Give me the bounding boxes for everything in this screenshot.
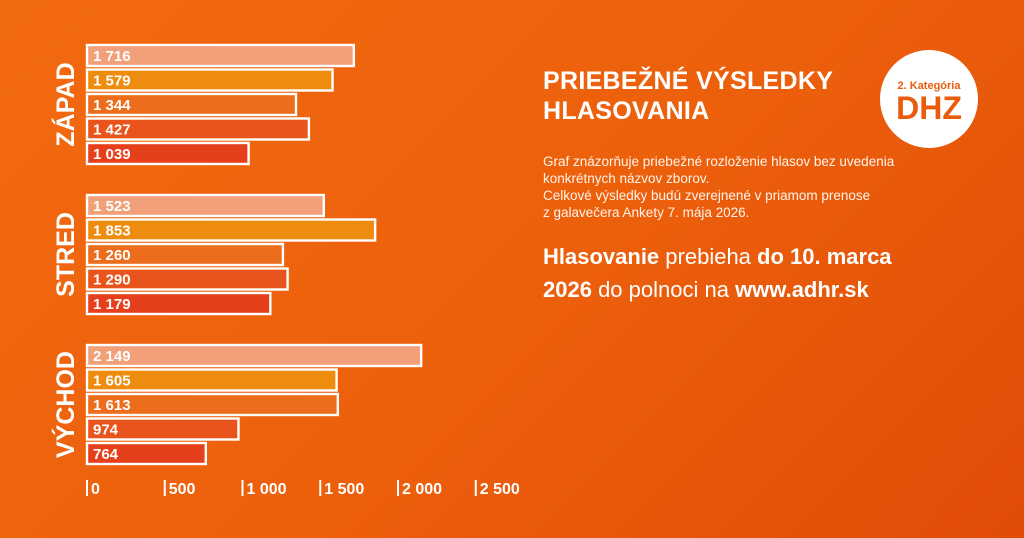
cta-midnight-text: do polnoci na: [591, 277, 736, 302]
chart-bar: [85, 242, 285, 267]
chart-bar: [85, 218, 377, 242]
badge-dhz-label: DHZ: [896, 90, 962, 126]
title-line-1: PRIEBEŽNÉ VÝSLEDKY: [543, 67, 834, 95]
bar-value-label: 1 523: [93, 198, 131, 215]
x-tick-label: 1 500: [324, 481, 364, 498]
cta-deadline-year: 2026: [543, 277, 592, 302]
bar-value-label: 1 613: [93, 397, 131, 414]
chart-bar: [85, 193, 326, 218]
chart-bar: [85, 267, 289, 291]
cta-deadline-date: do 10. marca: [757, 244, 892, 269]
website-link[interactable]: www.adhr.sk: [735, 277, 869, 302]
group-label: ZÁPAD: [51, 62, 80, 146]
cta-running-word: prebieha: [659, 244, 758, 269]
description-line-4: z galavečera Ankety 7. mája 2026.: [543, 205, 750, 220]
bar-value-label: 1 605: [93, 373, 131, 390]
chart-bar: [85, 392, 340, 417]
badge-category-label: 2. Kategória: [897, 80, 961, 92]
bar-value-label: 1 179: [93, 296, 131, 313]
group-label: VÝCHOD: [50, 351, 80, 458]
x-tick-label: 2 000: [402, 481, 442, 498]
chart-bar: [85, 343, 423, 368]
cta-voting-word: Hlasovanie: [543, 244, 660, 269]
x-tick-label: 1 000: [247, 481, 287, 498]
title-line-2: HLASOVANIA: [543, 97, 710, 125]
x-tick-label: 500: [169, 481, 196, 498]
description-line-3: Celkové výsledky budú zverejnené v priam…: [543, 188, 871, 203]
chart-description: Graf znázorňuje priebežné rozloženie hla…: [543, 153, 993, 221]
bar-value-label: 1 853: [93, 223, 131, 240]
bar-value-label: 1 716: [93, 48, 131, 65]
bar-value-label: 1 344: [93, 97, 131, 114]
bar-value-label: 1 427: [93, 122, 131, 139]
bar-value-label: 764: [93, 446, 119, 463]
bar-value-label: 1 579: [93, 73, 131, 90]
chart-bar: [85, 43, 356, 68]
bar-value-label: 2 149: [93, 348, 131, 365]
x-tick-label: 0: [91, 481, 100, 498]
chart-bar: [85, 368, 338, 392]
voting-deadline-text: Hlasovanie prebieha do 10. marca 2026 do…: [543, 240, 1013, 306]
chart-bar: [85, 68, 334, 92]
x-tick-label: 2 500: [480, 481, 520, 498]
chart-bar: [85, 417, 240, 441]
vote-bar-chart: 1 716 1 579 1 344 1 427 1 039 ZÁPAD 1 523 1 853…: [50, 43, 520, 498]
bar-value-label: 1 290: [93, 272, 131, 289]
chart-bar: [85, 117, 311, 141]
page-title: PRIEBEŽNÉ VÝSLEDKY HLASOVANIA: [543, 66, 863, 126]
bar-value-label: 1 039: [93, 146, 131, 163]
description-line-1: Graf znázorňuje priebežné rozloženie hla…: [543, 154, 895, 169]
bar-value-label: 1 260: [93, 247, 131, 264]
group-label: STRED: [52, 212, 80, 297]
chart-bar: [85, 291, 272, 316]
category-badge: 2. Kategória DHZ: [880, 50, 978, 148]
description-line-2: konkrétnych názvov zborov.: [543, 171, 710, 186]
chart-bar: [85, 141, 250, 166]
bar-value-label: 974: [93, 422, 119, 439]
chart-bar: [85, 441, 208, 466]
chart-bar: [85, 92, 298, 117]
